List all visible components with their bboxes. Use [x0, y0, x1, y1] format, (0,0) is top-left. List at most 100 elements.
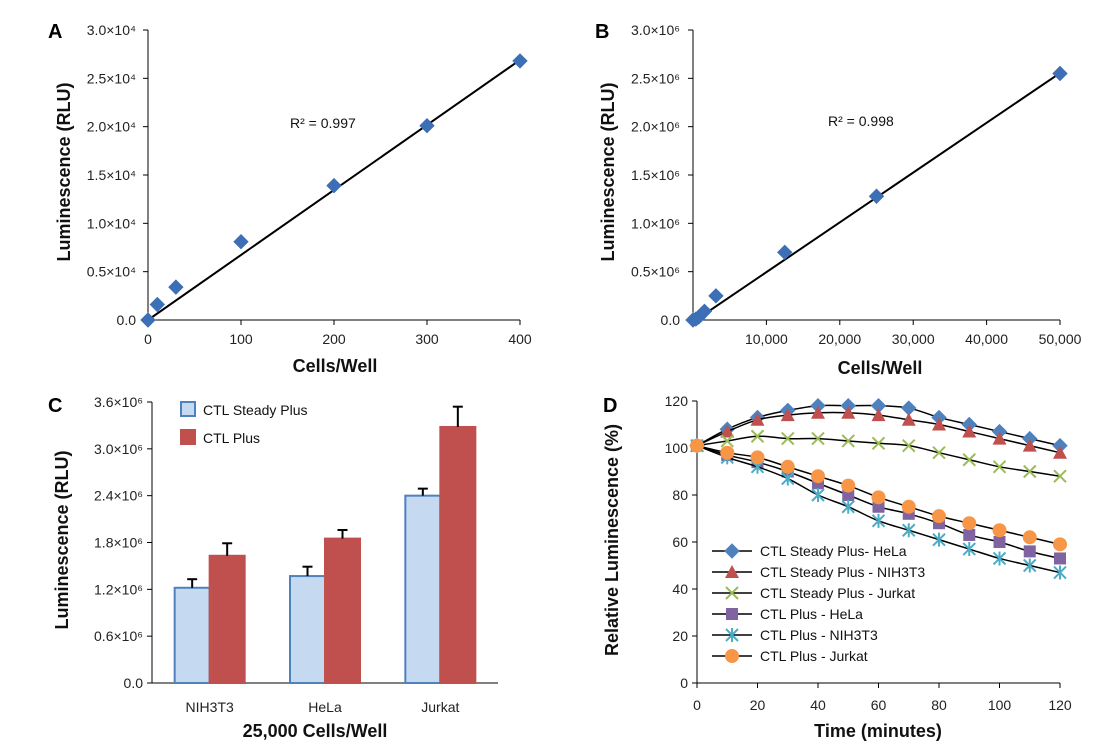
- panel-c-ylabel: Luminescence (RLU): [52, 450, 72, 629]
- panel-d-data-point: [932, 509, 946, 524]
- panel-a-ylabel: Luminescence (RLU): [54, 82, 74, 261]
- panel-d-data-point: [811, 469, 825, 484]
- panel-d-legend-label: CTL Plus - Jurkat: [760, 648, 868, 664]
- panel-d-data-point: [932, 445, 946, 460]
- panel-d-data-point: [811, 431, 825, 446]
- panel-a-ytick-label: 2.0×10⁴: [87, 119, 136, 135]
- panel-a-xtick-label: 100: [229, 331, 253, 347]
- panel-b-data-point: [696, 303, 713, 320]
- panel-b-xtick-label: 20,000: [818, 331, 861, 347]
- panel-a-xtick-label: 300: [415, 331, 439, 347]
- panel-c-bar: [324, 537, 361, 684]
- panel-d-data-point: [811, 488, 825, 502]
- panel-d-ytick-label: 20: [672, 628, 688, 644]
- panel-d-legend-marker: [725, 565, 739, 578]
- panel-c-ytick-label: 0.0: [124, 675, 144, 691]
- panel-b-data-point: [708, 288, 724, 304]
- panel-c-bar: [208, 554, 246, 685]
- panel-b-xtick-label: 40,000: [965, 331, 1008, 347]
- panel-d-chart: 0 20 40 60 80 100 120 0 20 40 60 80 100 120 CTL Steady…: [665, 393, 1072, 713]
- panel-d-data-point: [871, 436, 886, 451]
- panel-a-data-point: [149, 296, 166, 313]
- panel-d-ylabel: Relative Luminescence (%): [602, 424, 622, 656]
- panel-d-xlabel: Time (minutes): [814, 721, 942, 741]
- panel-d-data-point: [1022, 530, 1037, 545]
- panel-d-data-point: [1053, 469, 1067, 483]
- panel-c-bar: [173, 586, 211, 684]
- panel-a-label: A: [48, 21, 62, 43]
- panel-c-category-label: Jurkat: [421, 699, 459, 715]
- panel-a-chart: 0.0 0.5×10⁴ 1.0×10⁴ 1.5×10⁴ 2.0×10⁴ 2.5×10⁴ 3.…: [87, 22, 532, 347]
- panel-d-xtick-label: 20: [750, 697, 766, 713]
- panel-b-ytick-label: 2.0×10⁶: [631, 119, 680, 135]
- panel-a-xtick-label: 400: [508, 331, 532, 347]
- panel-d-data-point: [720, 434, 734, 448]
- panel-d-legend-marker: [725, 628, 739, 642]
- panel-d-data-point: [962, 453, 976, 467]
- panel-c-ytick-label: 1.2×10⁶: [94, 581, 143, 597]
- panel-a-ytick-label: 1.0×10⁴: [87, 215, 136, 231]
- panel-d-ytick-label: 120: [665, 393, 689, 409]
- panel-c-category-label: NIH3T3: [186, 699, 234, 715]
- panel-d-legend-marker: [724, 543, 740, 559]
- panel-a-data-point: [168, 279, 184, 295]
- panel-d-data-point: [901, 412, 916, 426]
- panel-d-data-point: [871, 490, 886, 505]
- panel-c-ytick-label: 3.6×10⁶: [94, 394, 143, 410]
- panel-b-data-point: [777, 244, 793, 261]
- panel-d-xtick-label: 80: [931, 697, 947, 713]
- panel-d-data-point: [781, 431, 795, 446]
- panel-b-chart: 0.0 0.5×10⁶ 1.0×10⁶ 1.5×10⁶ 2.0×10⁶ 2.5×10⁶ 3.…: [631, 22, 1082, 347]
- panel-b-label: B: [595, 21, 609, 43]
- panel-d-data-point: [720, 424, 735, 438]
- panel-b-ytick-label: 3.0×10⁶: [631, 22, 680, 38]
- panel-a-ytick-label: 0.0: [117, 312, 137, 328]
- panel-a-xlabel: Cells/Well: [293, 356, 378, 376]
- panel-d-ytick-label: 100: [665, 440, 689, 456]
- panel-d-data-point: [781, 471, 795, 486]
- panel-d-data-point: [690, 438, 704, 453]
- panel-d-data-point: [992, 431, 1007, 445]
- panel-c-legend-swatch: [180, 429, 196, 445]
- panel-a-xtick-label: 200: [322, 331, 346, 347]
- panel-b-ytick-label: 0.0: [661, 312, 681, 328]
- panel-d-xtick-label: 100: [988, 697, 1012, 713]
- panel-d-ytick-label: 40: [672, 581, 688, 597]
- panel-c-category-label: HeLa: [308, 699, 342, 715]
- panel-d-data-point: [780, 408, 795, 422]
- panel-d-data-point: [750, 429, 765, 443]
- panel-d-data-point: [841, 478, 856, 493]
- panel-c-bar: [289, 575, 326, 685]
- panel-d-data-point: [1023, 464, 1037, 479]
- panel-b-ylabel: Luminescence (RLU): [598, 82, 618, 261]
- panel-b-r2-annotation: R² = 0.998: [828, 113, 894, 129]
- panel-d-xtick-label: 40: [810, 697, 826, 713]
- panel-a-r2-annotation: R² = 0.997: [290, 115, 356, 131]
- panel-d-data-point: [1053, 565, 1067, 580]
- panel-d-data-point: [992, 523, 1007, 538]
- panel-d-label: D: [603, 395, 617, 417]
- panel-d-data-point: [962, 542, 976, 557]
- panel-d-legend-marker: [725, 586, 739, 600]
- panel-d-legend-marker: [725, 649, 739, 663]
- panel-a-xtick-label: 0: [144, 331, 152, 347]
- panel-b-data-point: [1052, 65, 1068, 82]
- panel-d-data-point: [932, 417, 946, 431]
- panel-c-legend-label: CTL Steady Plus: [203, 402, 308, 418]
- panel-b-xtick-label: 10,000: [745, 331, 788, 347]
- panel-d-data-point: [841, 499, 855, 514]
- panel-d-data-point: [872, 500, 885, 513]
- panel-d-data-point: [992, 460, 1007, 474]
- panel-d-ytick-label: 60: [672, 534, 688, 550]
- panel-b-xtick-label: 50,000: [1039, 331, 1082, 347]
- panel-d-data-point: [993, 536, 1006, 548]
- panel-d-data-point: [871, 513, 886, 528]
- panel-d-data-point: [871, 408, 886, 422]
- panel-c-bar: [439, 425, 477, 684]
- panel-d-data-point: [963, 528, 976, 541]
- panel-c-ytick-label: 3.0×10⁶: [94, 441, 143, 457]
- panel-d-data-point: [962, 516, 977, 531]
- panel-d-data-point: [1054, 552, 1066, 565]
- panel-d-data-point: [841, 434, 855, 448]
